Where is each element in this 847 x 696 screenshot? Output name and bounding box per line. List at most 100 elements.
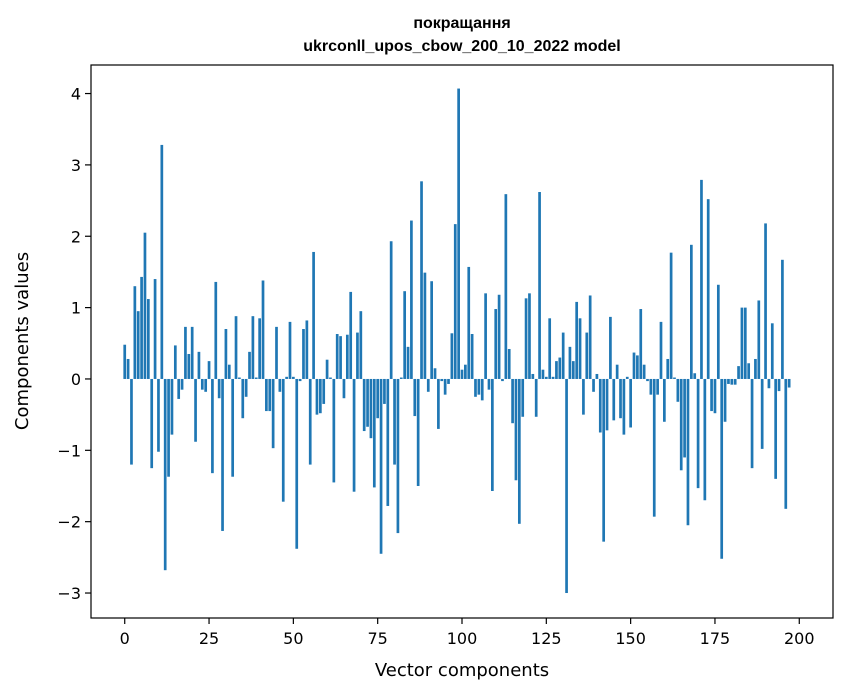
bar-72 — [366, 378, 369, 427]
bar-128 — [555, 361, 558, 379]
bar-108 — [487, 378, 491, 390]
y-tick-label: −3 — [57, 584, 81, 603]
bar-163 — [673, 377, 676, 379]
bar-180 — [730, 378, 734, 385]
bar-80 — [393, 378, 396, 465]
bar-21 — [194, 378, 197, 442]
bar-168 — [690, 244, 693, 379]
bar-5 — [140, 276, 143, 379]
bar-62 — [332, 378, 336, 483]
bars-group — [123, 88, 791, 594]
bar-11 — [160, 144, 164, 379]
bar-176 — [716, 284, 720, 379]
bar-39 — [254, 377, 258, 379]
bar-195 — [781, 259, 784, 379]
bar-48 — [285, 376, 288, 379]
bar-147 — [619, 378, 622, 419]
bar-16 — [177, 378, 181, 399]
x-tick-label: 125 — [531, 629, 562, 648]
bar-179 — [727, 378, 730, 384]
bar-98 — [453, 224, 457, 379]
bar-59 — [322, 378, 326, 404]
bar-99 — [457, 88, 460, 379]
bar-114 — [507, 348, 511, 379]
bar-127 — [551, 376, 555, 379]
bar-34 — [238, 377, 241, 379]
bar-68 — [352, 378, 356, 492]
y-tick-label: 1 — [71, 299, 81, 318]
bar-197 — [787, 378, 791, 388]
bar-66 — [345, 334, 349, 379]
bar-135 — [578, 318, 582, 379]
bar-119 — [524, 298, 528, 379]
bar-151 — [632, 352, 636, 379]
x-tick-label: 200 — [784, 629, 815, 648]
bar-154 — [642, 364, 646, 379]
bar-140 — [595, 373, 599, 379]
bar-146 — [615, 364, 619, 379]
y-axis-ticks: −3 −2 −1 0 1 2 3 4 — [57, 85, 91, 603]
bar-28 — [217, 378, 221, 399]
bar-112 — [501, 378, 504, 382]
bar-165 — [679, 378, 683, 471]
bar-137 — [585, 332, 589, 379]
bar-156 — [649, 378, 653, 395]
bar-164 — [676, 378, 680, 402]
bar-186 — [750, 378, 754, 469]
bar-1 — [126, 358, 130, 379]
bar-142 — [602, 378, 606, 542]
bar-153 — [639, 309, 643, 379]
bar-107 — [484, 293, 487, 379]
bar-194 — [777, 378, 781, 392]
bar-65 — [342, 378, 346, 399]
bar-185 — [747, 363, 751, 379]
x-tick-label: 75 — [368, 629, 388, 648]
bar-77 — [383, 378, 386, 404]
bar-54 — [305, 320, 309, 379]
bar-173 — [706, 199, 710, 379]
bar-172 — [703, 378, 707, 501]
bar-73 — [369, 378, 373, 439]
bar-182 — [737, 366, 740, 379]
x-tick-label: 25 — [199, 629, 219, 648]
bar-117 — [517, 378, 521, 524]
bar-133 — [571, 361, 575, 379]
bar-32 — [231, 378, 235, 477]
x-tick-label: 50 — [283, 629, 303, 648]
bar-126 — [548, 318, 552, 379]
bar-105 — [477, 378, 481, 395]
bar-86 — [413, 378, 417, 417]
bar-30 — [224, 329, 228, 379]
bar-138 — [588, 295, 592, 379]
bar-61 — [329, 377, 332, 379]
bar-87 — [416, 378, 420, 486]
bar-38 — [251, 316, 255, 379]
bar-196 — [784, 378, 788, 509]
bar-12 — [163, 378, 167, 571]
bar-184 — [743, 307, 747, 379]
bar-71 — [362, 378, 366, 432]
bar-123 — [538, 192, 541, 379]
bar-97 — [450, 333, 454, 379]
x-tick-label: 100 — [447, 629, 478, 648]
bar-25 — [207, 361, 211, 379]
bar-82 — [399, 377, 403, 379]
bar-106 — [480, 378, 484, 401]
x-tick-label: 150 — [615, 629, 646, 648]
y-tick-label: 0 — [71, 370, 81, 389]
bar-44 — [271, 378, 275, 449]
bar-7 — [146, 299, 150, 379]
plot-frame — [90, 64, 834, 619]
bar-159 — [659, 321, 663, 379]
bar-69 — [356, 332, 359, 379]
bar-81 — [396, 378, 400, 534]
bar-155 — [646, 378, 649, 382]
bar-132 — [568, 346, 572, 379]
bar-93 — [437, 378, 440, 429]
bar-57 — [315, 378, 319, 415]
y-tick-label: 2 — [71, 227, 81, 246]
bar-33 — [234, 316, 238, 379]
y-tick-label: −2 — [57, 513, 81, 532]
bar-52 — [298, 378, 302, 382]
bar-13 — [167, 378, 170, 477]
